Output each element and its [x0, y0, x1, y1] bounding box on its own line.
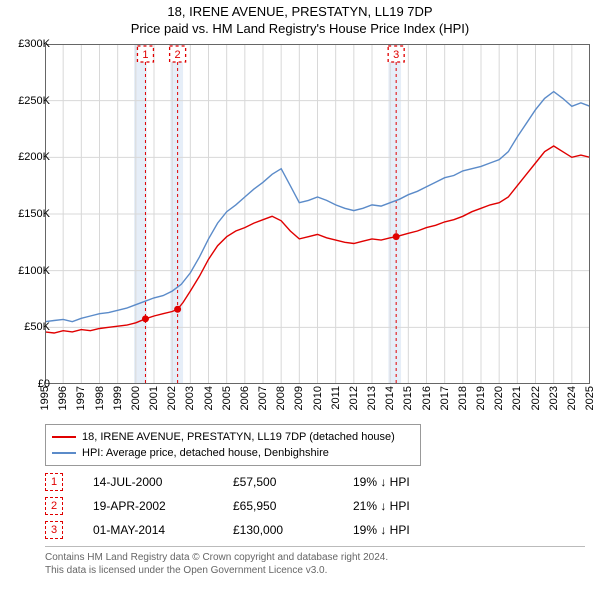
x-tick-label: 2007: [257, 386, 269, 410]
sale-date: 19-APR-2002: [93, 499, 233, 513]
x-tick-label: 1995: [39, 386, 51, 410]
sale-price: £130,000: [233, 523, 353, 537]
x-tick-label: 2019: [475, 386, 487, 410]
chart-plot: 1 2 3: [45, 44, 590, 384]
x-tick-label: 1996: [57, 386, 69, 410]
legend-swatch: [52, 436, 76, 438]
x-tick-label: 2008: [275, 386, 287, 410]
chart-title-line1: 18, IRENE AVENUE, PRESTATYN, LL19 7DP: [0, 0, 600, 21]
x-tick-label: 1999: [112, 386, 124, 410]
x-tick-label: 2009: [293, 386, 305, 410]
x-tick-label: 2025: [584, 386, 596, 410]
x-tick-label: 1998: [94, 386, 106, 410]
x-tick-label: 2017: [439, 386, 451, 410]
sale-price: £65,950: [233, 499, 353, 513]
y-tick-label: £250K: [5, 95, 50, 107]
sale-date: 14-JUL-2000: [93, 475, 233, 489]
sale-badge: 1: [45, 473, 63, 491]
x-tick-label: 2013: [366, 386, 378, 410]
x-tick-label: 2002: [166, 386, 178, 410]
x-tick-label: 2022: [530, 386, 542, 410]
x-tick-label: 2021: [511, 386, 523, 410]
x-tick-label: 2012: [348, 386, 360, 410]
x-tick-label: 2018: [457, 386, 469, 410]
sale-price: £57,500: [233, 475, 353, 489]
x-tick-label: 2001: [148, 386, 160, 410]
sale-row: 1 14-JUL-2000£57,50019% ↓ HPI: [45, 470, 575, 494]
sale-diff: 19% ↓ HPI: [353, 523, 473, 537]
sale-diff: 19% ↓ HPI: [353, 475, 473, 489]
x-tick-label: 2023: [548, 386, 560, 410]
legend: 18, IRENE AVENUE, PRESTATYN, LL19 7DP (d…: [45, 424, 421, 466]
chart-title-line2: Price paid vs. HM Land Registry's House …: [0, 21, 600, 42]
legend-swatch: [52, 452, 76, 454]
x-tick-label: 2011: [330, 386, 342, 410]
y-tick-label: £150K: [5, 208, 50, 220]
sale-row: 2 19-APR-2002£65,95021% ↓ HPI: [45, 494, 575, 518]
x-tick-label: 2000: [130, 386, 142, 410]
x-tick-label: 2020: [493, 386, 505, 410]
price-chart-container: 18, IRENE AVENUE, PRESTATYN, LL19 7DP Pr…: [0, 0, 600, 590]
x-tick-label: 2004: [203, 386, 215, 410]
x-tick-label: 2010: [312, 386, 324, 410]
legend-label: 18, IRENE AVENUE, PRESTATYN, LL19 7DP (d…: [82, 431, 395, 443]
x-tick-label: 2015: [402, 386, 414, 410]
sale-badge: 3: [45, 521, 63, 539]
sale-row: 3 01-MAY-2014£130,00019% ↓ HPI: [45, 518, 575, 542]
legend-label: HPI: Average price, detached house, Denb…: [82, 447, 329, 459]
legend-row: HPI: Average price, detached house, Denb…: [52, 445, 414, 461]
sale-badge: 2: [45, 497, 63, 515]
x-tick-label: 2003: [184, 386, 196, 410]
x-tick-label: 2005: [221, 386, 233, 410]
footer-line1: Contains HM Land Registry data © Crown c…: [45, 551, 585, 564]
x-tick-label: 2016: [421, 386, 433, 410]
footer-attribution: Contains HM Land Registry data © Crown c…: [45, 546, 585, 577]
sales-table: 114-JUL-2000£57,50019% ↓ HPI219-APR-2002…: [45, 470, 575, 542]
x-tick-label: 2006: [239, 386, 251, 410]
y-tick-label: £300K: [5, 38, 50, 50]
legend-row: 18, IRENE AVENUE, PRESTATYN, LL19 7DP (d…: [52, 429, 414, 445]
sale-date: 01-MAY-2014: [93, 523, 233, 537]
svg-text:1: 1: [142, 49, 148, 61]
y-tick-label: £50K: [5, 321, 50, 333]
y-tick-label: £200K: [5, 151, 50, 163]
y-tick-label: £100K: [5, 265, 50, 277]
svg-text:2: 2: [175, 49, 181, 61]
x-tick-label: 2014: [384, 386, 396, 410]
x-tick-label: 2024: [566, 386, 578, 410]
x-tick-label: 1997: [75, 386, 87, 410]
svg-text:3: 3: [393, 49, 399, 61]
sale-diff: 21% ↓ HPI: [353, 499, 473, 513]
footer-line2: This data is licensed under the Open Gov…: [45, 564, 585, 577]
